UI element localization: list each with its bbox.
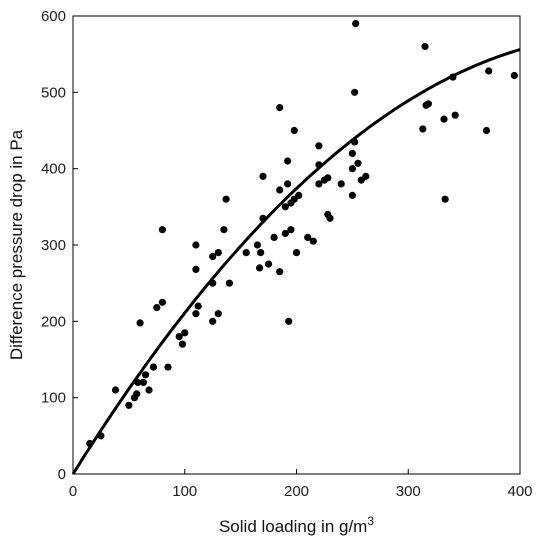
data-point (158, 226, 166, 234)
data-point (253, 241, 261, 249)
data-point (352, 20, 360, 28)
data-point (192, 310, 200, 318)
data-point (139, 378, 147, 386)
data-point (440, 115, 448, 123)
data-point (315, 180, 323, 188)
data-point (309, 237, 317, 245)
data-point (421, 42, 429, 51)
x-tick-label: 100 (172, 483, 197, 500)
data-point (281, 203, 289, 211)
data-point (485, 67, 493, 75)
data-point (153, 304, 161, 312)
data-point (257, 249, 265, 257)
data-point (482, 126, 491, 135)
fit-curve-line (71, 48, 521, 475)
data-point (222, 195, 230, 203)
data-point (324, 174, 332, 182)
data-point (142, 371, 150, 379)
data-point (287, 226, 295, 234)
data-point (175, 333, 183, 341)
x-axis-title-main: Solid loading in g/m (219, 517, 367, 536)
data-point (284, 157, 292, 165)
data-point (270, 233, 278, 241)
y-tick-label: 100 (41, 390, 66, 407)
x-tick-label: 0 (69, 483, 77, 500)
data-point (178, 340, 187, 348)
data-point (510, 71, 518, 80)
data-point (337, 180, 345, 188)
data-point (265, 260, 273, 268)
data-point (181, 329, 189, 337)
plot-frame (72, 15, 521, 475)
data-point (290, 126, 298, 135)
data-point (220, 226, 228, 234)
data-point (158, 298, 166, 306)
data-point (351, 88, 359, 96)
data-point (451, 111, 459, 119)
data-point (225, 279, 233, 287)
y-axis-title: Difference pressure drop in Pa (7, 129, 26, 360)
data-point (145, 386, 153, 394)
data-point (354, 159, 362, 167)
data-point (276, 104, 284, 112)
data-point (259, 172, 267, 180)
x-tick-label: 400 (507, 483, 532, 500)
data-point (326, 214, 334, 222)
data-point (192, 265, 200, 273)
data-point (111, 386, 120, 394)
data-point (281, 229, 289, 238)
data-point (315, 142, 323, 150)
data-point (125, 401, 133, 409)
x-tick-label: 300 (396, 483, 421, 500)
data-point (362, 172, 370, 180)
data-point (284, 180, 292, 188)
data-point (304, 233, 312, 241)
data-point (214, 249, 222, 257)
data-point (348, 149, 356, 157)
data-point (348, 165, 356, 173)
data-point (242, 249, 250, 257)
x-axis-title: Solid loading in g/m3 (219, 514, 374, 536)
data-point (276, 186, 284, 194)
data-point (136, 319, 144, 327)
y-tick-label: 400 (41, 161, 66, 178)
data-point (209, 317, 217, 325)
y-axis-ticks: 0 100 200 300 400 500 600 (41, 8, 78, 483)
data-point (149, 363, 158, 371)
data-point (256, 264, 264, 272)
data-point (424, 100, 432, 108)
data-point (295, 191, 303, 199)
data-point (209, 252, 217, 261)
x-axis-ticks: 0 100 200 300 400 (69, 469, 533, 500)
data-point (285, 317, 293, 325)
data-point (192, 241, 200, 249)
y-tick-label: 500 (41, 84, 66, 101)
y-tick-label: 200 (41, 313, 66, 330)
data-point (419, 125, 427, 133)
data-point (133, 390, 141, 398)
y-tick-label: 600 (41, 8, 66, 25)
plot-marks (86, 20, 518, 448)
data-point (348, 191, 356, 199)
x-tick-label: 200 (284, 483, 309, 500)
data-point (441, 195, 449, 203)
data-point (276, 268, 284, 276)
data-point (164, 363, 172, 371)
y-tick-label: 300 (41, 237, 66, 254)
data-point (292, 249, 301, 257)
y-tick-label: 0 (58, 466, 66, 483)
data-point (214, 310, 222, 318)
data-point (194, 302, 202, 310)
x-axis-title-superscript: 3 (367, 514, 374, 528)
